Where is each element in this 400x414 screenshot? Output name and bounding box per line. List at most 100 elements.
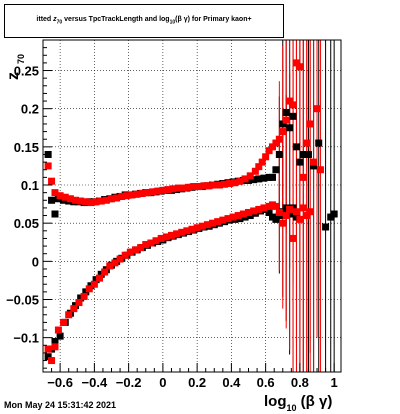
y-tick-label: 0.25 (14, 64, 39, 79)
data-point (102, 196, 110, 204)
data-point (44, 353, 52, 361)
data-point (268, 173, 276, 181)
data-point (310, 162, 318, 170)
x-tick-label: 0.4 (222, 375, 241, 390)
data-point (121, 251, 129, 259)
y-tick-label: 0.15 (14, 140, 39, 155)
chart-title: itted z70 versus TpcTrackLength and log1… (36, 16, 252, 26)
data-point (272, 215, 280, 223)
data-point (310, 158, 318, 166)
data-point (48, 196, 56, 204)
data-point (56, 332, 64, 340)
data-points (44, 59, 338, 365)
data-point (255, 163, 263, 171)
data-point (272, 139, 280, 147)
data-point (113, 194, 121, 202)
data-point (315, 139, 323, 147)
data-point (174, 184, 182, 192)
data-point (143, 189, 151, 197)
data-point (303, 139, 311, 147)
data-point (70, 305, 78, 313)
data-point (239, 210, 247, 218)
data-point (322, 223, 330, 231)
data-point (265, 208, 273, 216)
data-point (250, 176, 258, 184)
y-tick-label: −0.05 (6, 292, 39, 307)
data-point (51, 337, 59, 345)
data-point (80, 292, 88, 300)
y-tick-label: 0.1 (21, 178, 39, 193)
data-point (251, 167, 259, 175)
data-point (77, 197, 85, 205)
data-point (56, 192, 64, 200)
data-point (154, 187, 162, 195)
data-point (246, 172, 254, 180)
data-point (292, 208, 300, 216)
data-point (75, 299, 83, 307)
y-axis-title: z (5, 72, 22, 80)
data-point (279, 219, 287, 227)
data-point (231, 179, 239, 187)
data-point (167, 231, 175, 239)
data-point (92, 198, 100, 206)
data-point (316, 166, 324, 174)
tick-labels: −0.6 −0.4 −0.2 0 0.2 0.4 0.6 0.8 1 −0.1 −0.05 0 0.05… (6, 64, 338, 390)
data-point (190, 183, 198, 191)
data-point (292, 143, 300, 151)
data-point (147, 239, 155, 247)
data-point (275, 208, 283, 216)
y-tick-label: 0.2 (21, 102, 39, 117)
data-point (123, 192, 131, 200)
data-point (299, 204, 307, 212)
data-point (60, 318, 68, 326)
data-point (286, 97, 294, 105)
data-point (116, 255, 124, 263)
data-point (299, 150, 307, 158)
data-point (255, 205, 263, 213)
data-point (96, 274, 104, 282)
data-point (106, 262, 114, 270)
data-point (48, 177, 56, 185)
data-point (111, 259, 119, 267)
data-point (44, 345, 52, 353)
data-point (296, 63, 304, 71)
timestamp: Mon May 24 15:31:42 2021 (4, 400, 117, 410)
data-point (255, 175, 263, 183)
data-point (275, 150, 283, 158)
data-point (313, 105, 321, 113)
data-point (330, 210, 338, 218)
data-point (289, 101, 297, 109)
data-point (260, 174, 268, 182)
data-point (299, 173, 307, 181)
data-point (219, 216, 227, 224)
data-point (173, 230, 181, 238)
x-axis-title-sub: 10 (287, 403, 297, 413)
y-tick-label: 0.05 (14, 216, 39, 231)
data-point (118, 192, 126, 200)
x-tick-label: 0 (159, 375, 166, 390)
data-point (234, 212, 242, 220)
data-point (101, 268, 109, 276)
data-point (48, 357, 56, 365)
x-tick-label: 1 (331, 375, 338, 390)
data-point (152, 237, 160, 245)
data-point (258, 158, 266, 166)
data-point (169, 185, 177, 193)
data-point (44, 162, 52, 170)
y-tick-label: 0 (32, 254, 39, 269)
data-point (138, 189, 146, 197)
data-point (149, 188, 157, 196)
data-point (188, 225, 196, 233)
data-point (209, 219, 217, 227)
data-point (268, 143, 276, 151)
data-point (137, 244, 145, 252)
data-point (51, 210, 59, 218)
data-point (296, 215, 304, 223)
data-point (85, 285, 93, 293)
data-point (282, 109, 290, 117)
data-point (279, 128, 287, 136)
data-point (179, 184, 187, 192)
data-point (296, 158, 304, 166)
data-point (262, 153, 270, 161)
